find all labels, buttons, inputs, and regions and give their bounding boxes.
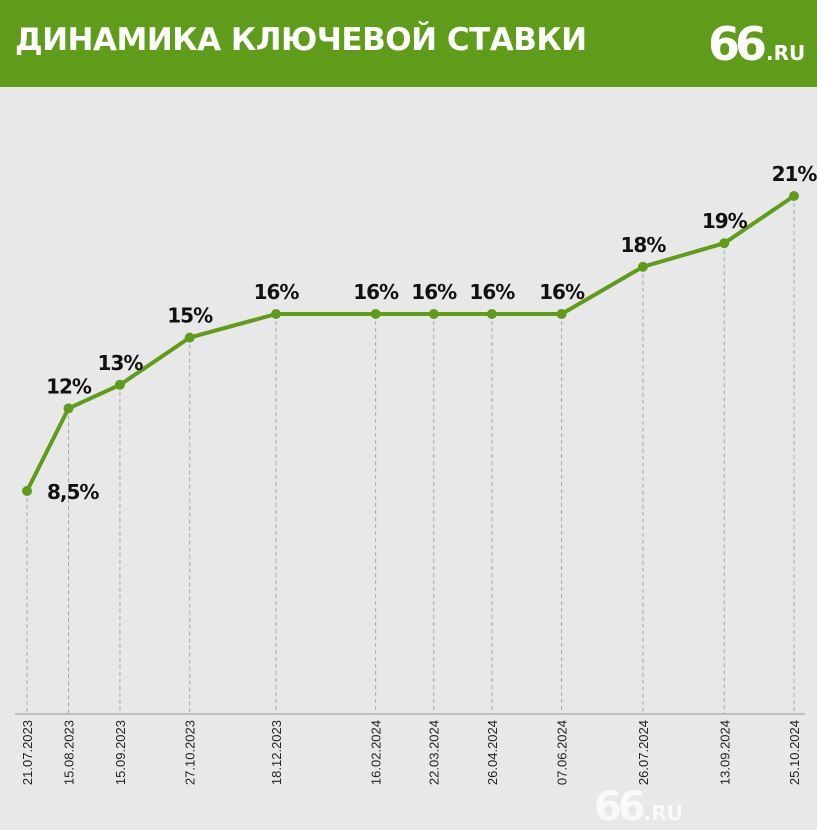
data-label: 16% xyxy=(539,280,585,304)
data-label: 19% xyxy=(702,209,748,233)
site-logo[interactable]: 66 .RU xyxy=(708,14,805,74)
data-points xyxy=(22,191,799,496)
rate-line xyxy=(25,194,796,493)
logo-suffix: .RU xyxy=(766,41,806,65)
x-tick-label: 21.07.2023 xyxy=(20,720,35,785)
x-tick-label: 22.03.2024 xyxy=(427,720,442,785)
x-tick-label: 26.04.2024 xyxy=(485,720,500,785)
data-point xyxy=(486,309,497,319)
data-point xyxy=(271,309,282,319)
x-tick-label: 25.10.2024 xyxy=(787,720,802,785)
data-label: 12% xyxy=(46,374,92,398)
watermark-logo: 66 .RU xyxy=(594,784,683,830)
data-labels: 8,5% 12%13% 15% 16% 16% 16% 16% 16% 18% 19% 21% xyxy=(46,162,817,504)
data-point xyxy=(114,379,125,390)
data-label: 16% xyxy=(411,280,457,304)
guide-lines xyxy=(26,196,795,714)
data-label: 16% xyxy=(353,280,399,304)
data-point xyxy=(184,332,195,343)
chart-area: 8,5% 12% 13% 15% 16% 16% 16% 16% 16% 18% 19% 21% 21… xyxy=(0,87,817,830)
x-tick-label: 15.09.2023 xyxy=(113,720,128,785)
x-tick-label: 13.09.2024 xyxy=(717,720,732,785)
data-point xyxy=(22,486,32,496)
x-tick-label: 26.07.2024 xyxy=(636,720,651,785)
data-label: 18% xyxy=(620,233,666,257)
data-point xyxy=(63,403,74,414)
watermark-suffix: .RU xyxy=(643,801,683,825)
data-label: 16% xyxy=(254,280,300,304)
data-point xyxy=(637,261,648,272)
x-tick-label: 27.10.2023 xyxy=(183,720,198,785)
line-chart: 8,5% 12%13% 15% 16% 16% 16% 16% 16% 18% 19% 21% 21… xyxy=(15,162,817,785)
logo-number: 66 xyxy=(708,17,767,71)
data-label: 21% xyxy=(772,162,817,186)
data-point xyxy=(370,309,381,319)
watermark-number: 66 xyxy=(594,784,646,830)
page-title: ДИНАМИКА КЛЮЧЕВОЙ СТАВКИ xyxy=(15,22,587,58)
header-banner: ДИНАМИКА КЛЮЧЕВОЙ СТАВКИ 66 .RU xyxy=(0,0,817,87)
x-tick-label: 15.08.2023 xyxy=(62,720,77,785)
x-tick-label: 07.06.2024 xyxy=(555,720,570,785)
data-label: 15% xyxy=(167,304,213,328)
x-tick-label: 16.02.2024 xyxy=(369,720,384,785)
data-label: 13% xyxy=(98,351,144,375)
data-label: 16% xyxy=(469,280,515,304)
data-point xyxy=(556,309,567,319)
data-point xyxy=(719,238,730,249)
x-tick-labels: 21.07.2023 15.08.2023 15.09.2023 27.10.2023… xyxy=(20,720,802,785)
data-point xyxy=(789,191,799,201)
data-label: 8,5% xyxy=(47,480,99,504)
x-tick-label: 18.12.2023 xyxy=(269,720,284,785)
data-point xyxy=(428,309,439,319)
